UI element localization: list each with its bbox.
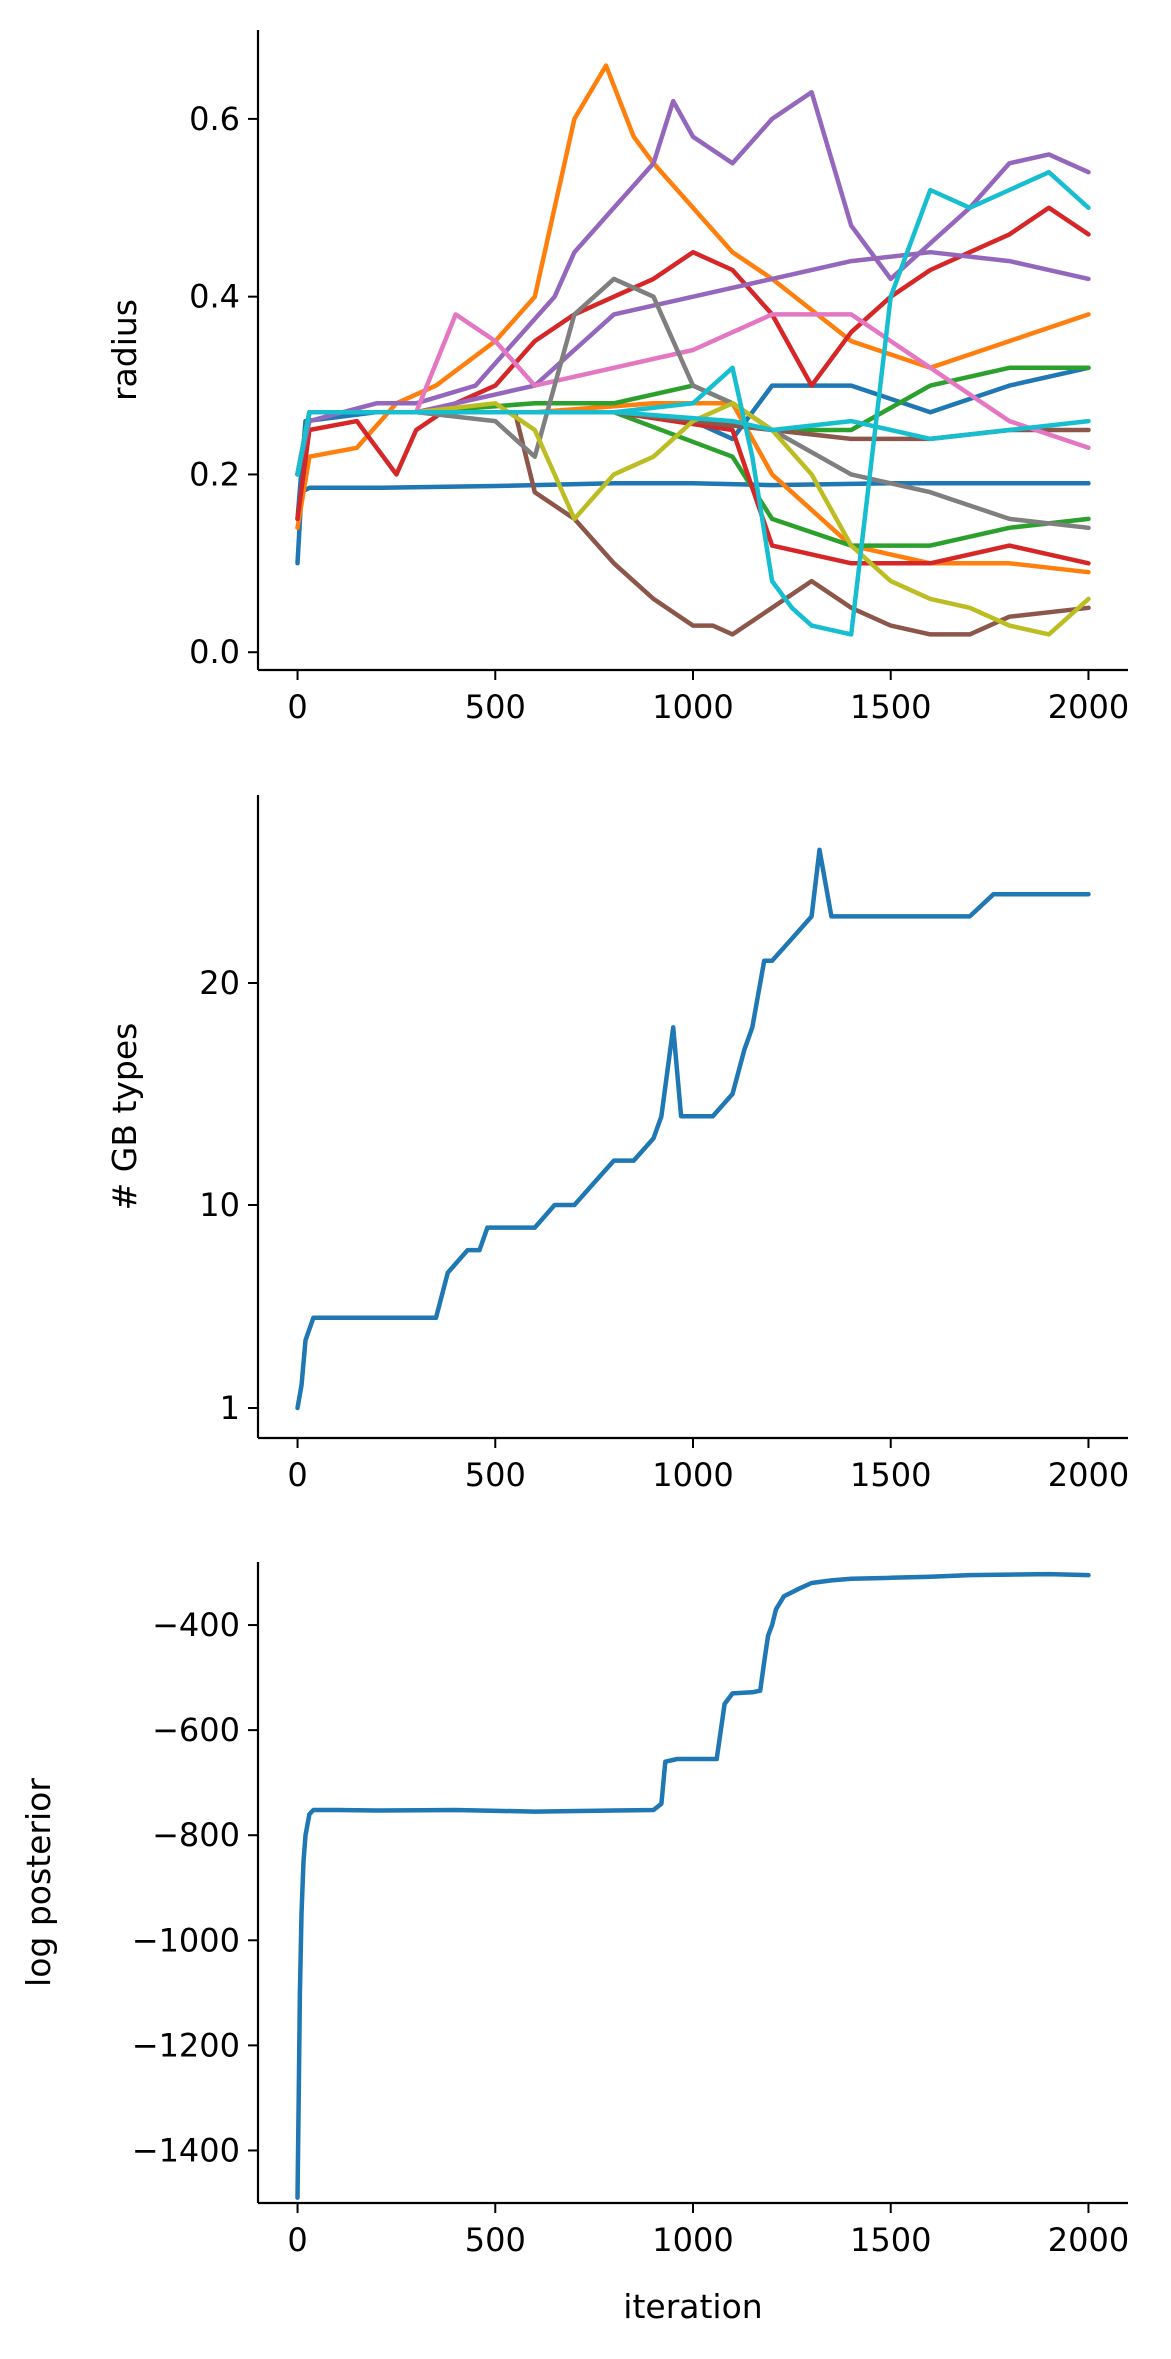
- radius-x-tick-label: 1000: [652, 688, 733, 726]
- radius-series-line-6: [295, 205, 1091, 522]
- gb-types-y-axis-label: # GB types: [105, 1023, 144, 1211]
- radius-y-tick-label: 0.0: [189, 633, 240, 671]
- gb-types-y-tick-label: 10: [199, 1186, 240, 1224]
- log-posterior-y-tick-label: −800: [152, 1816, 240, 1854]
- radius-y-tick-label: 0.2: [189, 455, 240, 493]
- log-posterior-x-tick-label: 0: [287, 2221, 307, 2259]
- log-posterior-x-tick-label: 1500: [850, 2221, 931, 2259]
- gb-types-x-tick-label: 2000: [1048, 1456, 1129, 1494]
- radius-x-tick-label: 500: [465, 688, 526, 726]
- log-posterior-y-tick-label: −400: [152, 1606, 240, 1644]
- radius-x-tick-label: 1500: [850, 688, 931, 726]
- log-posterior-y-tick-label: −1000: [132, 1921, 240, 1959]
- radius-y-axis-label: radius: [105, 299, 144, 401]
- gb-types-y-tick-label: 1: [220, 1389, 240, 1427]
- radius-y-tick-label: 0.4: [189, 278, 240, 316]
- log-posterior-x-tick-label: 2000: [1048, 2221, 1129, 2259]
- radius-series-line-8: [295, 89, 1091, 477]
- gb-types-x-tick-label: 0: [287, 1456, 307, 1494]
- log-posterior-series-line-0: [295, 1571, 1091, 2200]
- gb-types-x-tick-label: 1000: [652, 1456, 733, 1494]
- radius-series-line-0: [295, 481, 1091, 566]
- radius-series-line-16: [295, 409, 1091, 477]
- log-posterior-y-tick-label: −1400: [132, 2131, 240, 2169]
- gb-types-y-tick-label: 20: [199, 964, 240, 1002]
- log-posterior-y-tick-label: −600: [152, 1711, 240, 1749]
- log-posterior-y-axis-label: log posterior: [19, 1778, 58, 1987]
- gb-types-x-tick-label: 500: [465, 1456, 526, 1494]
- radius-x-tick-label: 2000: [1048, 688, 1129, 726]
- gb-types-panel: 0 500 1000 1500 2000 1 10 20 # GB types: [105, 795, 1129, 1494]
- radius-series-line-13: [295, 276, 1091, 531]
- gb-types-series-line-0: [295, 847, 1091, 1411]
- radius-x-tick-label: 0: [287, 688, 307, 726]
- log-posterior-y-tick-label: −1200: [132, 2026, 240, 2064]
- log-posterior-x-tick-label: 500: [465, 2221, 526, 2259]
- log-posterior-x-tick-label: 1000: [652, 2221, 733, 2259]
- log-posterior-x-axis-label: iteration: [623, 2287, 762, 2326]
- radius-y-tick-label: 0.6: [189, 100, 240, 138]
- log-posterior-panel: 0 500 1000 1500 2000 −400 −600 −800 −1000 −1200 −1…: [19, 1562, 1129, 2326]
- radius-series-line-14: [295, 401, 1091, 637]
- gb-types-x-tick-label: 1500: [850, 1456, 931, 1494]
- radius-panel: 0 500 1000 1500 2000 0.0 0.2 0.4 0.6 radius: [105, 30, 1129, 726]
- radius-series-line-10: [295, 409, 1091, 637]
